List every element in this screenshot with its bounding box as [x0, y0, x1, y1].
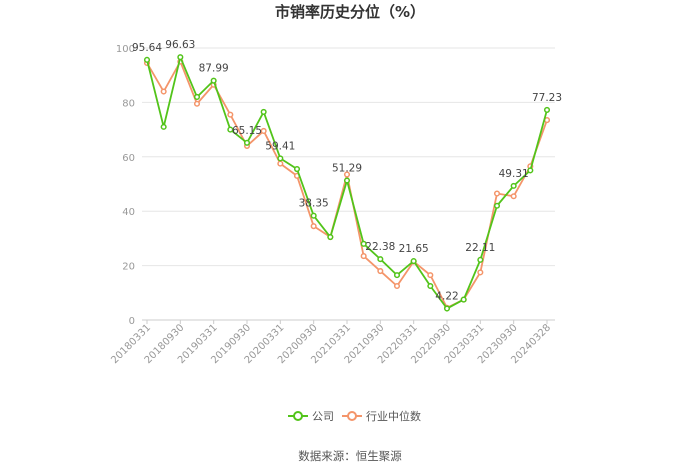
- data-point-company[interactable]: [293, 165, 301, 173]
- axes: 0204060801002018033120180930201903312019…: [109, 44, 555, 366]
- data-point-company[interactable]: [310, 212, 317, 219]
- data-point-company[interactable]: [143, 56, 151, 63]
- data-label: 38.35: [299, 198, 329, 210]
- legend-marker: [293, 411, 303, 421]
- data-point-company[interactable]: [343, 177, 351, 184]
- data-point-company[interactable]: [410, 258, 417, 265]
- data-point-industry-median[interactable]: [227, 111, 234, 118]
- series-group: [143, 54, 551, 312]
- data-point-industry-median[interactable]: [343, 171, 351, 178]
- data-point-industry-median[interactable]: [393, 282, 401, 290]
- data-point-industry-median[interactable]: [427, 272, 434, 279]
- data-label: 21.65: [399, 243, 429, 255]
- data-label: 96.63: [165, 39, 195, 51]
- data-label: 4.22: [435, 291, 458, 303]
- y-tick-label: 60: [122, 153, 135, 164]
- data-label: 95.64: [132, 42, 162, 54]
- data-point-company[interactable]: [260, 108, 267, 115]
- data-label: 49.31: [499, 168, 529, 180]
- data-point-industry-median[interactable]: [193, 100, 201, 107]
- y-tick-label: 20: [122, 262, 135, 273]
- data-label: 22.38: [365, 241, 395, 253]
- data-point-company[interactable]: [393, 272, 401, 279]
- legend-item-company[interactable]: 公司: [288, 410, 334, 423]
- data-point-industry-median[interactable]: [160, 88, 167, 95]
- data-label: 22.11: [465, 242, 495, 254]
- data-point-company[interactable]: [160, 123, 167, 130]
- data-point-industry-median[interactable]: [510, 193, 517, 200]
- data-label: 65.15: [232, 125, 262, 137]
- data-point-company[interactable]: [510, 182, 517, 189]
- data-point-company[interactable]: [527, 167, 534, 174]
- data-point-company[interactable]: [460, 296, 467, 303]
- data-point-company[interactable]: [193, 93, 201, 101]
- legend[interactable]: 公司 行业中位数: [288, 409, 421, 423]
- data-point-company[interactable]: [360, 240, 367, 247]
- data-point-industry-median[interactable]: [360, 253, 367, 260]
- data-point-industry-median[interactable]: [493, 190, 501, 197]
- data-point-company[interactable]: [443, 305, 451, 312]
- data-point-company[interactable]: [327, 233, 334, 241]
- data-point-company[interactable]: [543, 106, 551, 113]
- y-tick-label: 40: [122, 207, 135, 218]
- legend-item-industry-median[interactable]: 行业中位数: [342, 409, 421, 423]
- chart-title: 市销率历史分位（%）: [275, 3, 425, 21]
- data-point-company[interactable]: [243, 139, 251, 146]
- data-point-company[interactable]: [277, 155, 284, 162]
- legend-label: 行业中位数: [366, 409, 421, 423]
- data-point-company[interactable]: [227, 126, 234, 133]
- legend-label: 公司: [312, 410, 334, 423]
- data-point-industry-median[interactable]: [377, 267, 384, 275]
- legend-marker: [347, 411, 357, 421]
- data-point-company[interactable]: [377, 256, 384, 263]
- data-label: 51.29: [332, 162, 362, 174]
- data-label: 77.23: [532, 92, 562, 104]
- data-point-industry-median[interactable]: [477, 269, 484, 276]
- data-point-industry-median[interactable]: [260, 127, 267, 135]
- series-line-industry-median: [146, 60, 548, 309]
- data-point-company[interactable]: [427, 282, 434, 290]
- source-note: 数据来源：恒生聚源: [298, 449, 402, 463]
- data-point-industry-median[interactable]: [310, 223, 317, 230]
- y-tick-label: 0: [129, 316, 135, 327]
- data-label: 59.41: [265, 140, 295, 152]
- data-point-industry-median[interactable]: [277, 160, 284, 167]
- data-point-company[interactable]: [493, 202, 501, 209]
- data-point-company[interactable]: [210, 77, 217, 84]
- y-tick-label: 100: [116, 44, 135, 55]
- data-label: 87.99: [199, 63, 229, 75]
- data-point-company[interactable]: [477, 256, 484, 263]
- data-point-company[interactable]: [177, 54, 184, 61]
- y-tick-label: 80: [122, 98, 135, 109]
